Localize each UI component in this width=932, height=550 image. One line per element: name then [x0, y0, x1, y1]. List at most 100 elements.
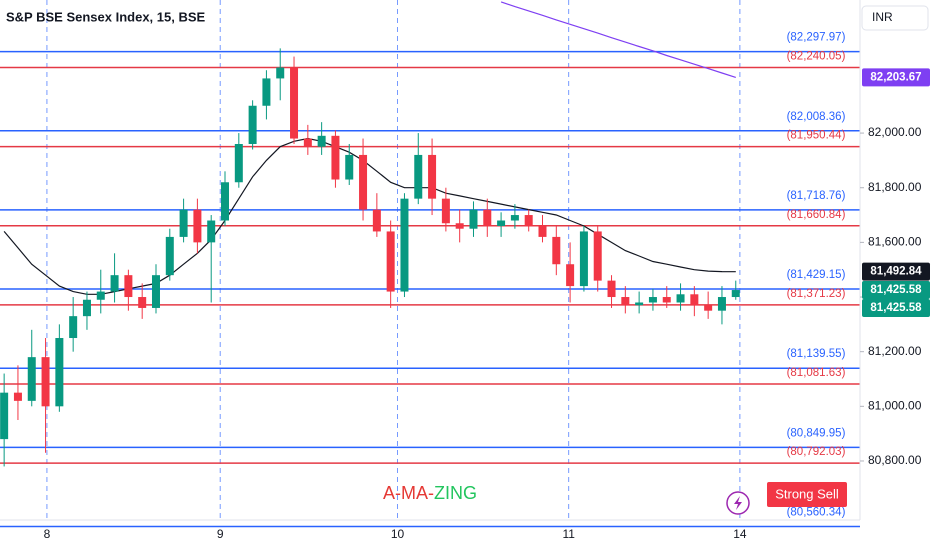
candle-body	[428, 154, 437, 199]
candle-body	[414, 154, 423, 199]
y-tick-label: 81,600.00	[868, 235, 922, 249]
level-label: (81,371.23)	[787, 288, 846, 300]
level-label: (81,718.76)	[787, 190, 846, 202]
candle-body	[96, 291, 105, 300]
candle-body	[510, 215, 519, 221]
ma-line	[500, 1, 736, 78]
candle-body	[290, 67, 299, 139]
candle-body	[262, 78, 271, 106]
candle-body	[207, 220, 216, 243]
level-label: (81,429.15)	[787, 269, 846, 281]
price-badge-label: 81,492.84	[870, 266, 922, 278]
y-tick-label: 82,000.00	[868, 125, 922, 139]
candle-body	[704, 305, 713, 311]
candle-body	[41, 357, 50, 407]
alert-icon-bolt	[734, 496, 742, 510]
candle-body	[469, 209, 478, 229]
candle-body	[82, 299, 91, 317]
level-label: (82,008.36)	[787, 111, 846, 123]
price-badge	[862, 299, 930, 318]
candle-body	[110, 275, 119, 292]
candle-body	[497, 220, 506, 226]
y-tick-label: 81,000.00	[868, 398, 922, 412]
candle-body	[579, 231, 588, 287]
chart-title: S&P BSE Sensex Index, 15, BSE	[6, 9, 206, 24]
candle-body	[717, 297, 726, 311]
level-label: (81,950.44)	[787, 130, 846, 142]
currency-box[interactable]	[861, 5, 929, 31]
candle-body	[662, 297, 671, 303]
candle-body	[317, 135, 326, 147]
currency[interactable]: INR	[872, 10, 893, 24]
level-label: (80,849.95)	[787, 427, 846, 439]
candle-body	[345, 154, 354, 180]
y-tick-label: 81,800.00	[868, 180, 922, 194]
candle-body	[552, 236, 561, 265]
candle-body	[179, 209, 188, 237]
y-tick-label: 80,800.00	[868, 453, 922, 467]
candle-body	[566, 264, 575, 287]
price-badge	[862, 262, 930, 281]
candle-body	[648, 297, 657, 303]
y-tick-label: 81,200.00	[868, 344, 922, 358]
candle-body	[248, 105, 257, 145]
level-label: (82,240.05)	[787, 51, 846, 63]
watermark: A-MA-ZING	[383, 483, 477, 503]
price-badge	[862, 281, 930, 300]
candle-body	[593, 231, 602, 281]
level-label: (82,297.97)	[787, 32, 846, 44]
candle-body	[221, 182, 230, 221]
candle-body	[455, 223, 464, 229]
candle-body	[359, 154, 368, 210]
watermark-part: A-MA-	[383, 483, 434, 503]
signal-text: Strong Sell	[775, 486, 839, 501]
level-label: (81,081.63)	[787, 367, 846, 379]
candle-body	[55, 338, 64, 407]
x-tick-label: 8	[44, 527, 51, 541]
candle-body	[165, 236, 174, 276]
candle-body	[372, 209, 381, 232]
candle-body	[124, 275, 133, 298]
candle-body	[400, 198, 409, 292]
price-badge-label: 82,203.67	[870, 71, 921, 83]
candle-body	[234, 144, 243, 183]
level-label: (81,660.84)	[787, 209, 846, 221]
candle-body	[193, 209, 202, 243]
candle-body	[0, 392, 9, 440]
candle-body	[538, 225, 547, 237]
watermark-part: ZING	[434, 483, 477, 503]
candle-body	[441, 198, 450, 224]
level-label: (80,792.03)	[787, 446, 846, 458]
candle-body	[524, 215, 533, 226]
price-badge-label: 81,425.58	[870, 284, 922, 296]
x-tick-label: 9	[217, 527, 224, 541]
candle-body	[276, 67, 285, 79]
candle-body	[138, 297, 147, 308]
candle-body	[151, 275, 160, 308]
level-label: (80,560.34)	[787, 506, 846, 518]
axes: 8910111480,800.0081,000.0081,200.0081,40…	[44, 68, 930, 541]
candle-body	[607, 280, 616, 298]
candle-body	[13, 392, 22, 401]
plot-area: (82,297.97) (82,240.05) (82,008.36) (81,950…	[0, 0, 860, 528]
candle-body	[303, 138, 312, 147]
candle-body	[635, 302, 644, 306]
candle-body	[331, 135, 340, 180]
candle-body	[676, 294, 685, 303]
candle-body	[731, 290, 740, 298]
x-tick-label: 10	[391, 527, 405, 541]
price-badge	[862, 68, 930, 87]
candle-body	[27, 357, 36, 401]
signal-badge	[767, 482, 847, 507]
price-badge-label: 81,425.58	[870, 302, 922, 314]
candle-body	[690, 294, 699, 306]
candle-body	[621, 297, 630, 306]
level-label: (81,139.55)	[787, 348, 846, 360]
x-tick-label: 14	[733, 527, 747, 541]
x-tick-label: 11	[562, 527, 575, 541]
candle-body	[386, 231, 395, 292]
candle-body	[69, 316, 78, 339]
candle-body	[483, 209, 492, 226]
